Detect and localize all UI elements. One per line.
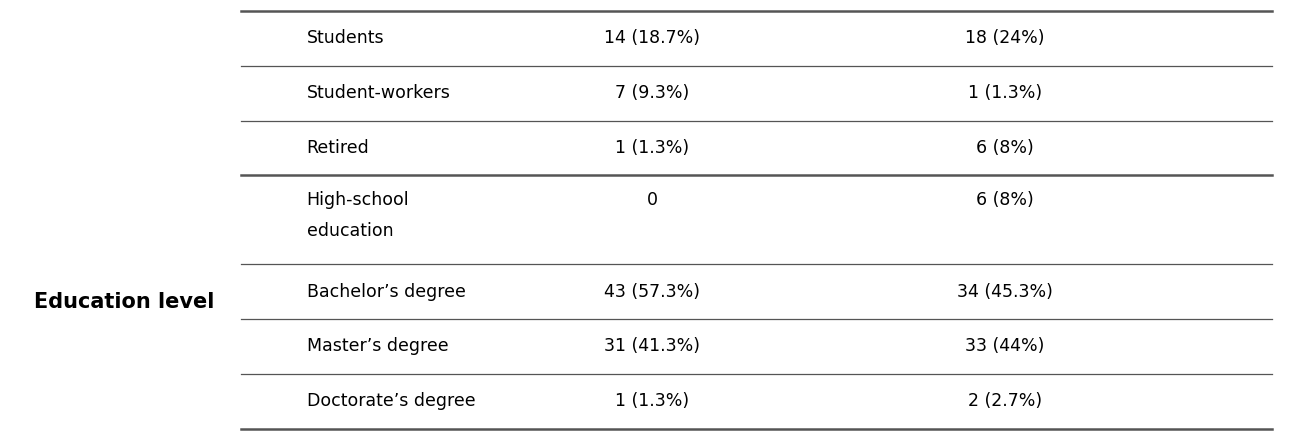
Text: 34 (45.3%): 34 (45.3%): [957, 283, 1053, 301]
Text: 6 (8%): 6 (8%): [976, 139, 1034, 157]
Text: 1 (1.3%): 1 (1.3%): [616, 392, 689, 410]
Text: 14 (18.7%): 14 (18.7%): [604, 29, 701, 48]
Text: Bachelor’s degree: Bachelor’s degree: [307, 283, 466, 301]
Text: High-school: High-school: [307, 191, 410, 209]
Text: 1 (1.3%): 1 (1.3%): [616, 139, 689, 157]
Text: 43 (57.3%): 43 (57.3%): [604, 283, 701, 301]
Text: education: education: [307, 222, 393, 239]
Text: 33 (44%): 33 (44%): [966, 337, 1044, 356]
Text: 0: 0: [647, 191, 658, 209]
Text: 1 (1.3%): 1 (1.3%): [968, 84, 1041, 102]
Text: 6 (8%): 6 (8%): [976, 191, 1034, 209]
Text: 2 (2.7%): 2 (2.7%): [968, 392, 1041, 410]
Text: 7 (9.3%): 7 (9.3%): [616, 84, 689, 102]
Text: Education level: Education level: [34, 292, 214, 312]
Text: 18 (24%): 18 (24%): [966, 29, 1044, 48]
Text: Doctorate’s degree: Doctorate’s degree: [307, 392, 475, 410]
Text: Retired: Retired: [307, 139, 369, 157]
Text: Students: Students: [307, 29, 384, 48]
Text: Master’s degree: Master’s degree: [307, 337, 449, 356]
Text: Student-workers: Student-workers: [307, 84, 450, 102]
Text: 31 (41.3%): 31 (41.3%): [604, 337, 701, 356]
